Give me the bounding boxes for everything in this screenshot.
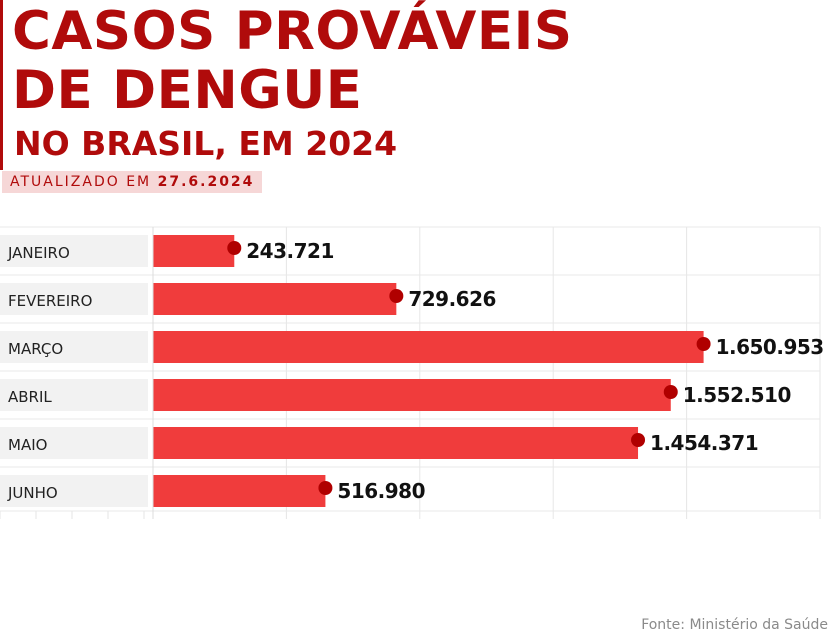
category-label-bg [0,427,148,459]
bar [153,379,671,411]
bar-end-dot [631,433,646,447]
bar [153,235,235,267]
value-label: 729.626 [408,287,496,311]
chart-title: CASOS PROVÁVEIS DE DENGUE [12,2,573,120]
title-accent-bar [0,0,3,170]
category-label-bg [0,379,148,411]
bar-end-dot [663,385,678,399]
updated-badge: ATUALIZADO EM 27.6.2024 [2,171,263,193]
category-label-bg [0,283,148,315]
category-label: JANEIRO [7,244,70,262]
value-label: 1.454.371 [650,431,758,455]
value-label: 516.980 [337,479,425,503]
updated-date: 27.6.2024 [157,174,255,190]
category-label-bg [0,475,148,507]
bar-end-dot [389,289,404,303]
bar [153,283,397,315]
bar-chart: JANEIRO 243.721 FEVEREIRO 729.626 MARÇO 1.650… [0,226,824,519]
category-label: ABRIL [8,388,52,406]
bar-end-dot [227,241,242,255]
bar [153,475,326,507]
bar [153,331,704,363]
bar [153,427,639,459]
bar-end-dot [696,337,711,351]
value-label: 243.721 [246,239,334,263]
category-label: JUNHO [7,484,58,502]
category-label-bg [0,331,148,363]
source-note: Fonte: Ministério da Saúde [641,617,828,633]
title-line-2: DE DENGUE [12,60,363,121]
category-label: MAIO [8,436,47,454]
value-label: 1.552.510 [683,383,791,407]
category-label: MARÇO [8,340,63,358]
category-label-bg [0,235,148,267]
chart-subtitle: NO BRASIL, EM 2024 [14,124,398,163]
updated-prefix: ATUALIZADO EM [10,174,152,190]
category-label: FEVEREIRO [8,292,92,310]
value-label: 1.650.953 [716,335,824,359]
title-line-1: CASOS PROVÁVEIS [12,1,573,62]
bar-end-dot [318,481,333,495]
